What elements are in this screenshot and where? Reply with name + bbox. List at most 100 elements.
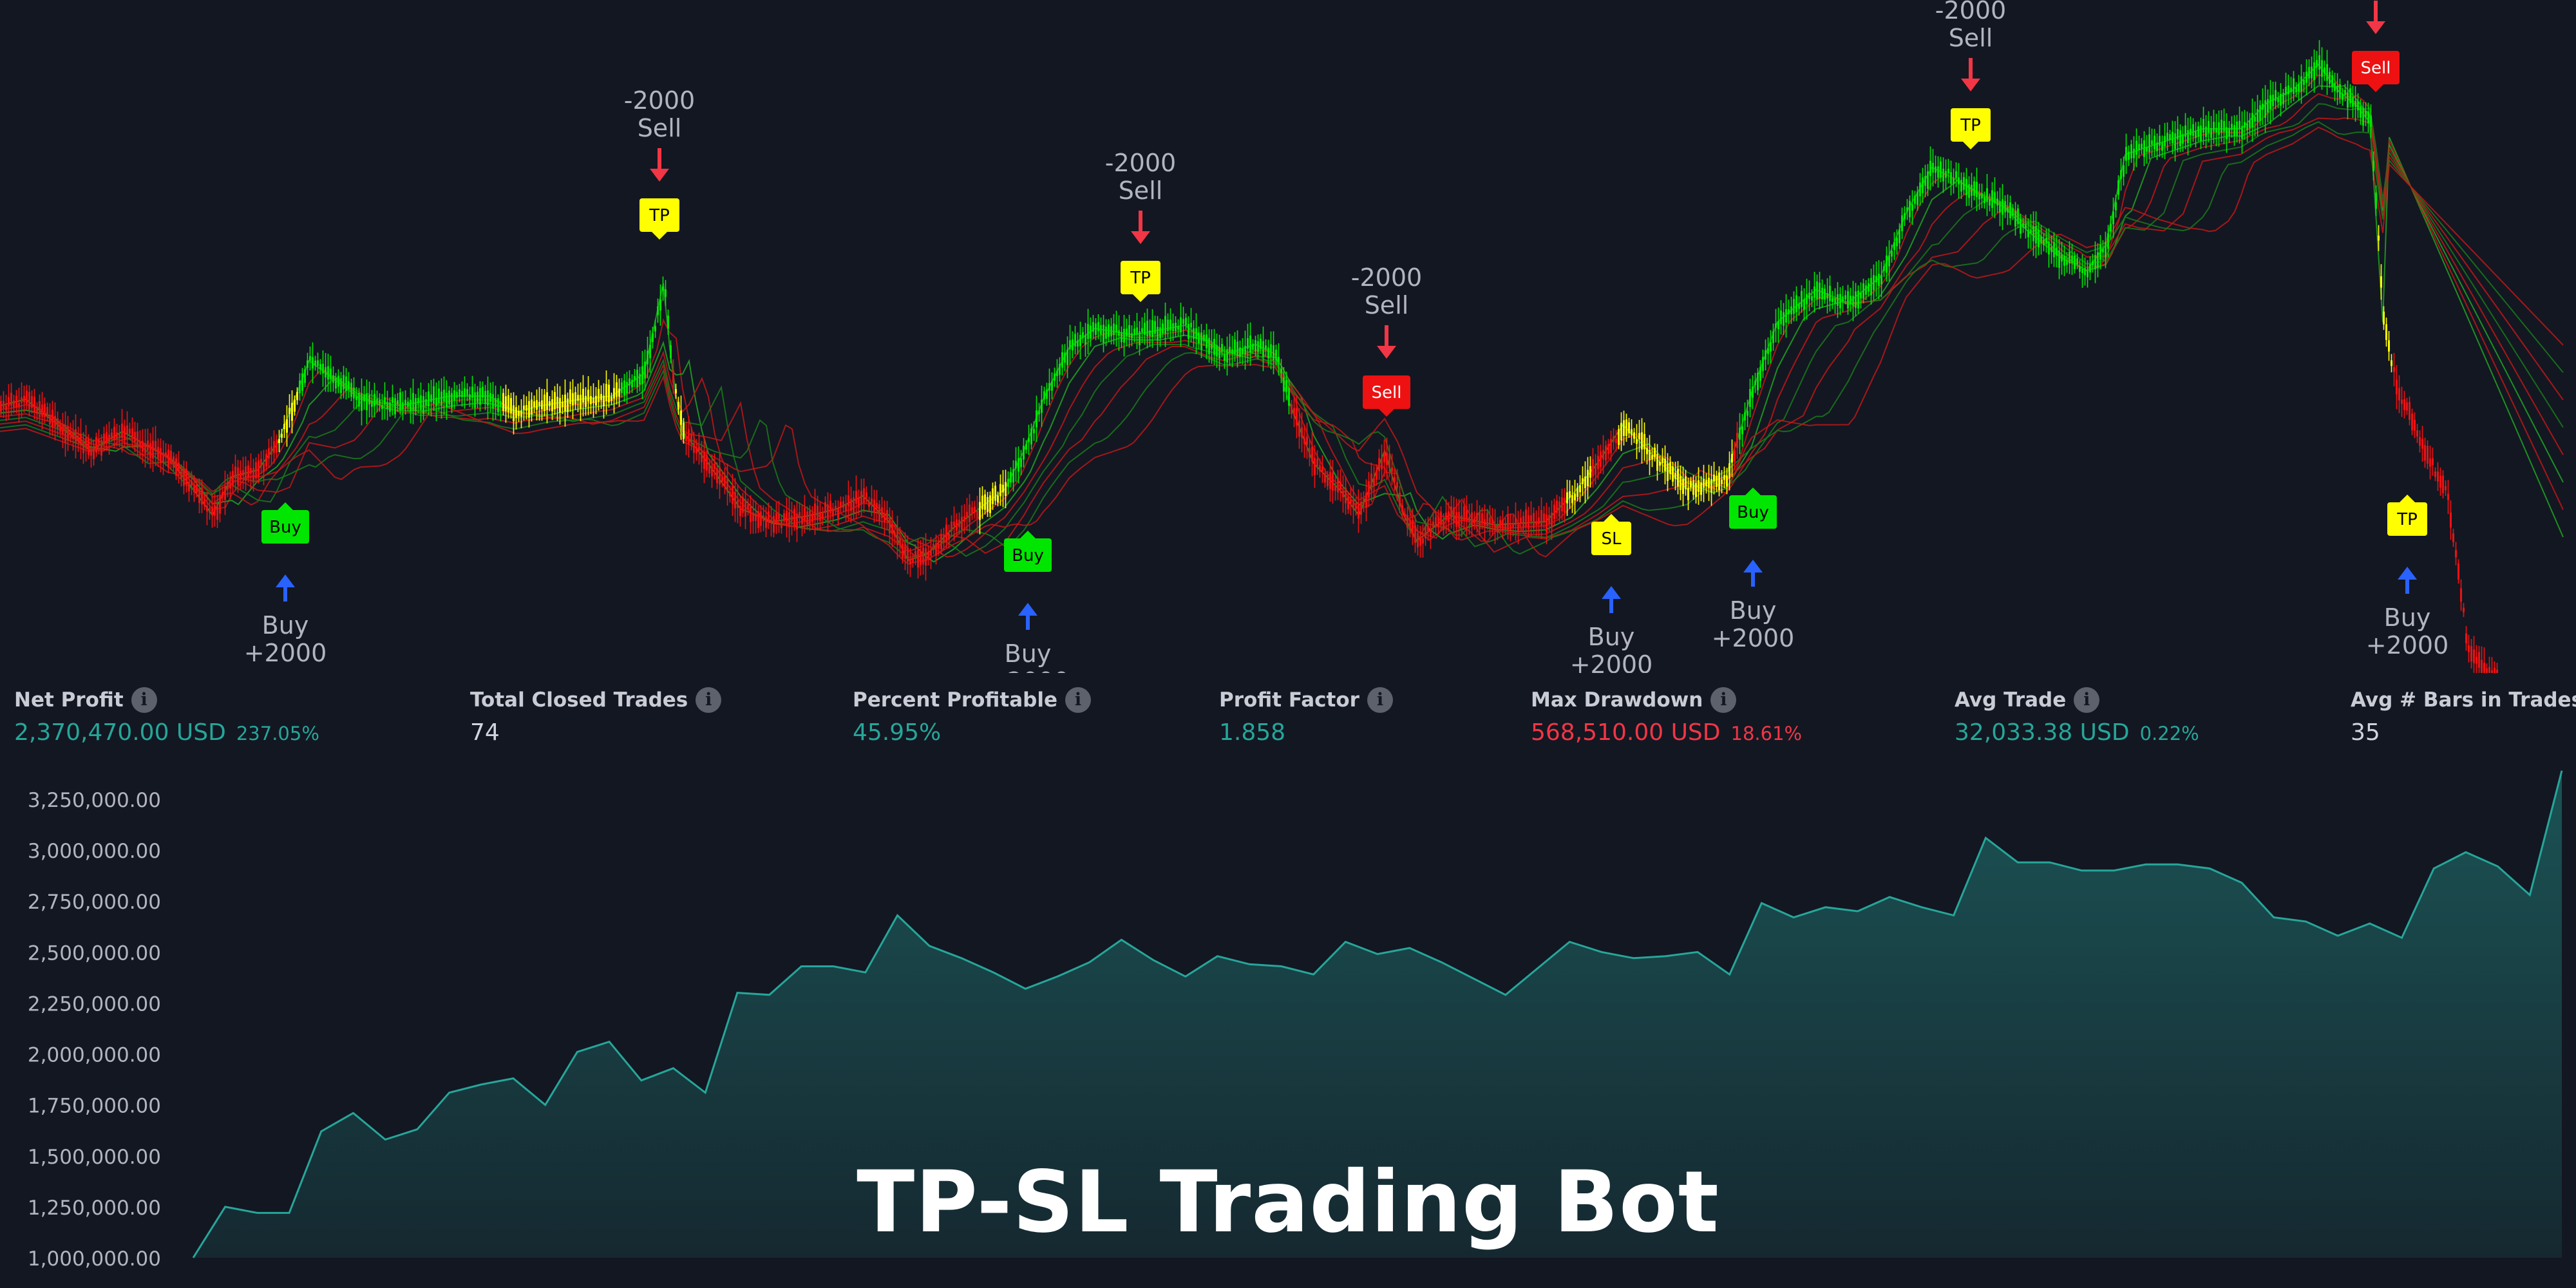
candle-body — [466, 389, 468, 395]
candle-body — [435, 397, 437, 406]
candle-body — [1981, 193, 1983, 199]
candle-body — [2236, 121, 2238, 136]
candle-body — [2110, 223, 2112, 232]
candle-body — [152, 440, 154, 459]
candle-body — [1976, 182, 1978, 198]
candle-body — [2084, 268, 2086, 276]
candle-body — [1821, 287, 1823, 299]
candle-body — [1007, 478, 1009, 488]
candle-body — [1906, 207, 1908, 212]
candle-body — [1185, 317, 1187, 326]
candle-body — [2414, 419, 2416, 431]
candle-body — [739, 506, 741, 516]
candle-body — [708, 462, 710, 474]
candle-body — [1316, 459, 1318, 467]
candle-body — [2022, 223, 2024, 228]
candle-body — [1811, 296, 1813, 301]
candle-body — [1028, 437, 1030, 442]
candle-body — [2287, 85, 2289, 95]
candle-body — [5, 405, 7, 411]
candle-body — [2094, 255, 2096, 270]
candle-body — [1692, 480, 1694, 495]
candle-body — [247, 465, 249, 478]
candle-body — [1510, 525, 1511, 530]
trade-marker-sell[interactable]: TP Sell-2000 — [1105, 149, 1176, 302]
candle-body — [175, 458, 177, 476]
candle-body — [1092, 322, 1094, 332]
candle-body — [464, 388, 466, 397]
candle-body — [1507, 514, 1509, 531]
candle-body — [711, 466, 713, 477]
info-icon[interactable]: i — [1710, 687, 1737, 713]
candle-body — [2133, 148, 2135, 158]
candle-body — [1909, 200, 1911, 218]
candle-body — [1914, 195, 1916, 204]
candle-body — [866, 492, 867, 498]
candle-body — [366, 393, 368, 410]
candle-body — [1726, 475, 1728, 487]
info-icon[interactable]: i — [2074, 687, 2100, 713]
candle-body — [1038, 410, 1040, 415]
trade-marker-sell[interactable]: TP Sell-2000 — [1935, 0, 2006, 149]
candle-body — [1139, 331, 1141, 346]
candle-body — [2081, 269, 2083, 274]
candle-body — [855, 490, 857, 504]
candle-body — [2241, 126, 2243, 139]
candle-body — [482, 386, 484, 398]
candle-body — [1306, 437, 1308, 445]
candle-body — [1218, 346, 1220, 359]
candle-body — [1463, 506, 1465, 522]
candle-body — [920, 550, 922, 565]
candle-body — [943, 535, 945, 543]
candle-body — [2071, 255, 2073, 263]
bot-title: TP-SL Trading Bot — [857, 1153, 1719, 1252]
candle-body — [729, 491, 731, 497]
candle-body — [2468, 645, 2470, 652]
marker-badge — [2387, 502, 2427, 536]
marker-badge — [261, 510, 309, 544]
candle-body — [1368, 481, 1370, 498]
info-icon[interactable]: i — [1065, 687, 1091, 713]
candle-body — [1610, 439, 1612, 453]
candle-body — [1167, 319, 1169, 332]
candle-body — [1690, 480, 1692, 488]
candle-body — [1260, 338, 1262, 349]
candle-body — [204, 498, 205, 506]
candle-body — [289, 408, 290, 414]
candle-body — [1780, 310, 1782, 325]
marker-action-label: Sell — [1119, 176, 1163, 205]
candle-body — [59, 424, 61, 432]
candle-body — [1651, 455, 1653, 460]
candle-body — [402, 402, 404, 410]
candle-body — [1175, 323, 1177, 332]
candle-body — [2087, 270, 2088, 278]
candle-body — [2437, 471, 2439, 482]
candle-body — [410, 399, 412, 412]
info-icon[interactable]: i — [696, 687, 722, 713]
candle-body — [2483, 662, 2485, 673]
candle-body — [2388, 340, 2390, 352]
marker-badge — [1121, 261, 1160, 294]
trade-marker-buy[interactable]: SL Buy+2000 — [1570, 514, 1653, 673]
candle-body — [835, 506, 837, 510]
info-icon[interactable]: i — [131, 687, 157, 713]
trade-marker-sell[interactable]: TP Sell-2000 — [624, 86, 695, 240]
candle-body — [1100, 325, 1102, 335]
info-icon[interactable]: i — [1367, 687, 1393, 713]
trade-marker-buy[interactable]: TP Buy+2000 — [2366, 495, 2449, 659]
candle-body — [137, 431, 138, 448]
candle-body — [2002, 199, 2003, 215]
candle-body — [2202, 118, 2204, 133]
candle-body — [884, 515, 886, 522]
candle-body — [1515, 517, 1517, 526]
candle-body — [799, 512, 800, 518]
candle-body — [1036, 410, 1037, 428]
candle-body — [2179, 130, 2181, 147]
candle-body — [2488, 667, 2490, 673]
y-tick-label: 3,000,000.00 — [28, 840, 161, 863]
